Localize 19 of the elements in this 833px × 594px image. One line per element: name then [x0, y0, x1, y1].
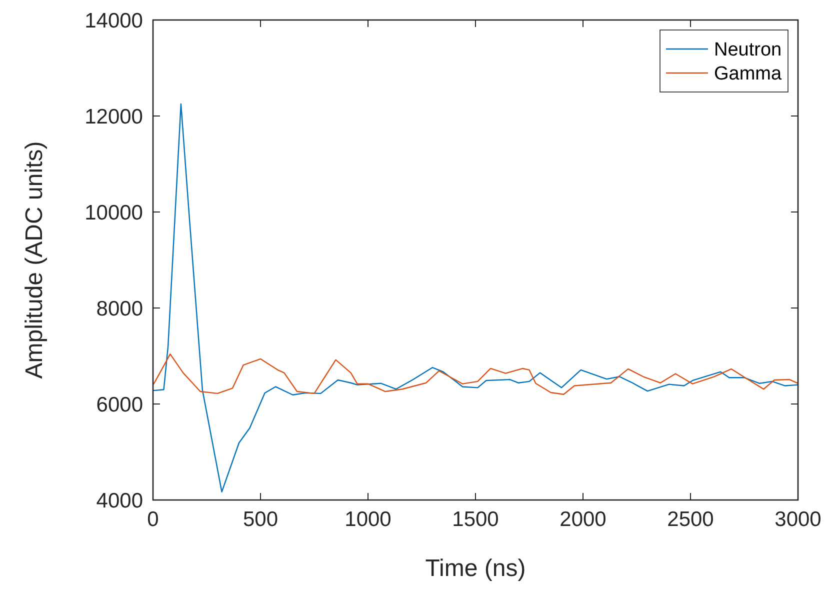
y-tick-label: 8000: [96, 297, 143, 320]
x-tick-label: 0: [147, 508, 159, 531]
x-tick-label: 2500: [667, 508, 714, 531]
x-tick-label: 1000: [344, 508, 392, 531]
y-tick-label: 4000: [96, 489, 143, 512]
x-axis-title: Time (ns): [425, 555, 526, 582]
y-tick-label: 12000: [84, 105, 143, 128]
x-tick-label: 3000: [774, 508, 822, 531]
x-tick-label: 2000: [560, 508, 606, 531]
legend-label: Neutron: [714, 40, 782, 61]
y-tick-label: 10000: [84, 201, 143, 224]
x-tick-label: 1500: [452, 508, 499, 531]
y-tick-label: 14000: [84, 9, 143, 32]
legend-label: Gamma: [714, 64, 782, 85]
line-series: [152, 353, 799, 395]
line-series: [152, 103, 799, 492]
y-tick-label: 6000: [96, 393, 143, 416]
x-tick-label: 500: [242, 508, 278, 531]
y-axis-title: Amplitude (ADC units): [21, 141, 48, 379]
